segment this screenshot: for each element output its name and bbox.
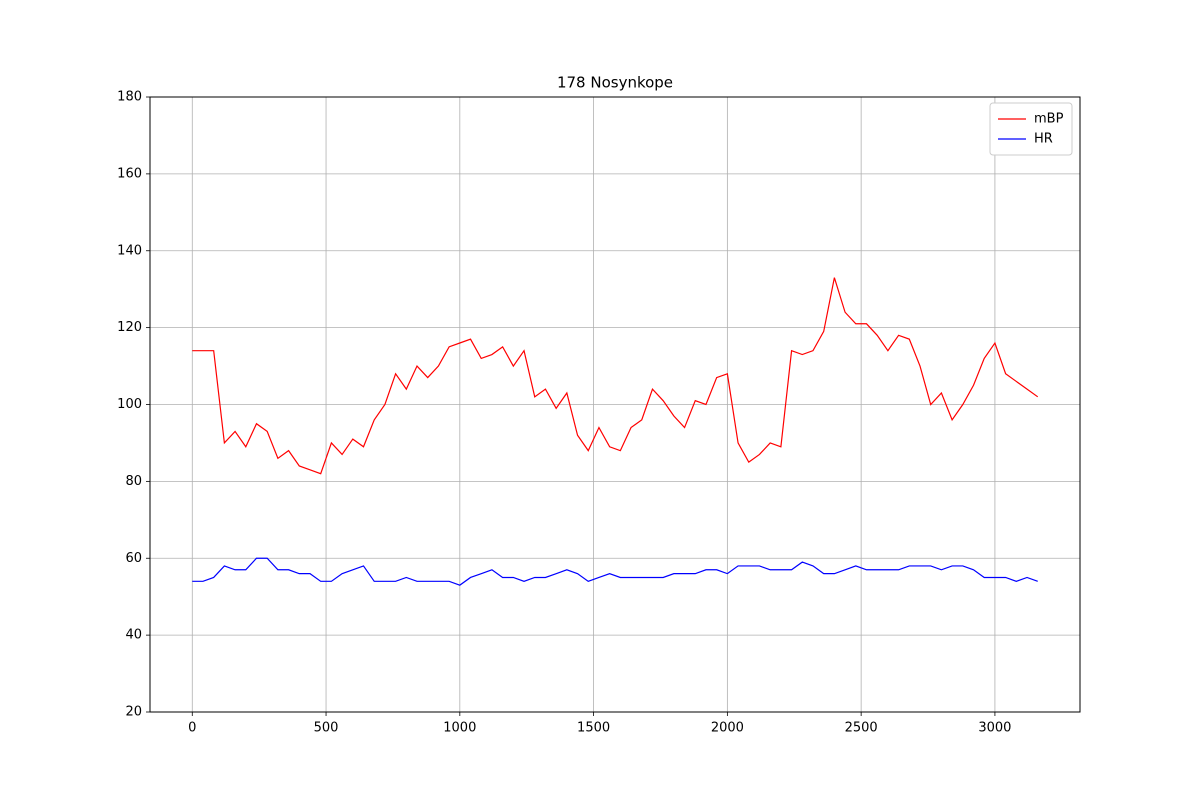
legend-label: mBP bbox=[1034, 112, 1064, 127]
x-tick-label: 2500 bbox=[845, 721, 878, 736]
y-tick-label: 60 bbox=[125, 551, 142, 566]
data-line bbox=[192, 277, 1039, 475]
y-tick-label: 20 bbox=[125, 705, 142, 720]
plot-frame bbox=[149, 96, 1081, 713]
x-tick-label: 0 bbox=[188, 721, 196, 736]
y-tick-label: 80 bbox=[125, 474, 142, 489]
legend-label: HR bbox=[1034, 132, 1053, 147]
x-tick-label: 2000 bbox=[711, 721, 744, 736]
legend-box bbox=[989, 102, 1073, 156]
y-tick-label: 140 bbox=[117, 243, 142, 258]
y-tick-label: 40 bbox=[125, 628, 142, 643]
x-tick-label: 1000 bbox=[443, 721, 476, 736]
chart-title: 178 Nosynkope bbox=[557, 74, 673, 92]
y-tick-label: 120 bbox=[117, 320, 142, 335]
y-tick-label: 100 bbox=[117, 397, 142, 412]
x-tick-label: 500 bbox=[314, 721, 339, 736]
y-tick-label: 160 bbox=[117, 166, 142, 181]
x-tick-label: 3000 bbox=[978, 721, 1011, 736]
x-tick-label: 1500 bbox=[577, 721, 610, 736]
y-tick-label: 180 bbox=[117, 90, 142, 105]
data-line bbox=[192, 557, 1038, 586]
